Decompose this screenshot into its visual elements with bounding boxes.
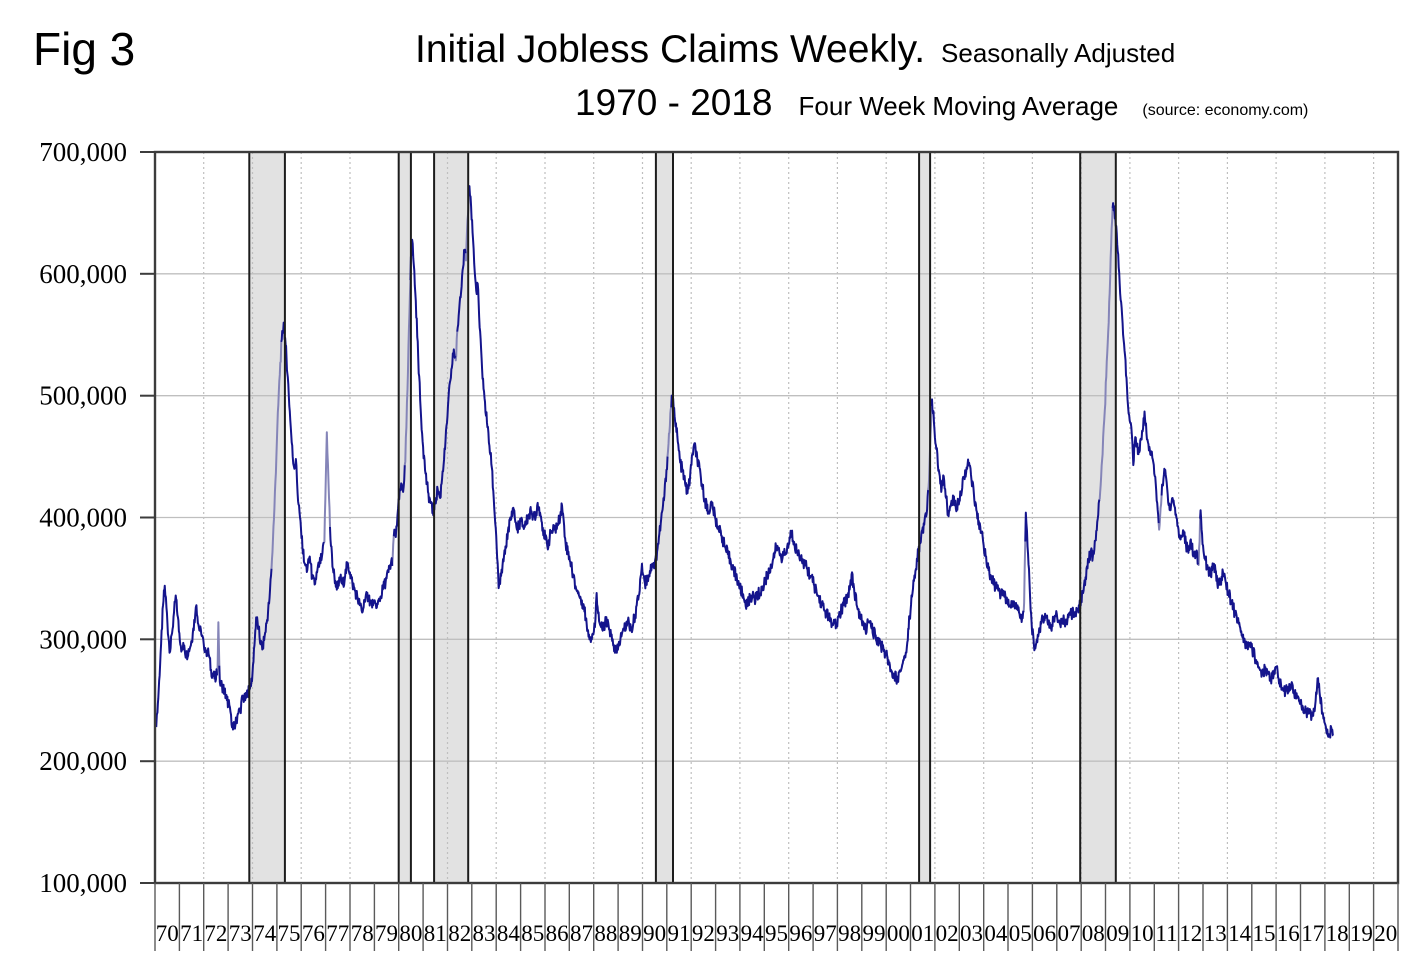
chart-source: (source: economy.com) <box>1142 102 1309 119</box>
chart-title-row: Initial Jobless Claims Weekly. Seasonall… <box>415 28 1175 72</box>
y-tick-label: 200,000 <box>39 746 127 776</box>
x-tick-label: 06 <box>1033 921 1056 946</box>
x-tick-label: 17 <box>1301 921 1324 946</box>
x-tick-label: 07 <box>1058 921 1081 946</box>
x-tick-label: 71 <box>180 921 203 946</box>
chart-subtitle-row: 1970 - 2018 Four Week Moving Average (so… <box>575 82 1308 124</box>
x-tick-label: 00 <box>887 921 910 946</box>
x-tick-label: 87 <box>570 921 593 946</box>
x-tick-label: 81 <box>424 921 447 946</box>
x-tick-label: 75 <box>278 921 301 946</box>
x-tick-label: 97 <box>814 921 837 946</box>
y-tick-label: 600,000 <box>39 259 127 289</box>
x-tick-label: 78 <box>351 921 374 946</box>
x-tick-label: 80 <box>399 921 422 946</box>
x-tick-label: 01 <box>911 921 934 946</box>
x-tick-label: 91 <box>668 921 691 946</box>
y-tick-label: 300,000 <box>39 624 127 654</box>
x-tick-label: 86 <box>546 921 569 946</box>
x-tick-label: 74 <box>253 921 277 946</box>
x-tick-label: 93 <box>716 921 739 946</box>
x-tick-label: 89 <box>619 921 642 946</box>
x-tick-label: 10 <box>1131 921 1154 946</box>
x-tick-label: 88 <box>594 921 617 946</box>
x-tick-label: 73 <box>229 921 252 946</box>
x-tick-label: 72 <box>204 921 227 946</box>
x-tick-label: 11 <box>1155 921 1177 946</box>
x-tick-label: 85 <box>521 921 544 946</box>
x-tick-label: 94 <box>741 921 765 946</box>
chart-title: Initial Jobless Claims Weekly. <box>415 28 926 71</box>
x-tick-label: 15 <box>1253 921 1276 946</box>
x-tick-label: 96 <box>789 921 812 946</box>
y-tick-label: 100,000 <box>39 868 127 898</box>
x-tick-label: 05 <box>1009 921 1032 946</box>
x-tick-label: 70 <box>156 921 179 946</box>
x-tick-label: 14 <box>1228 921 1252 946</box>
x-tick-label: 82 <box>448 921 471 946</box>
x-tick-label: 92 <box>692 921 715 946</box>
x-tick-label: 08 <box>1082 921 1105 946</box>
x-tick-label: 13 <box>1204 921 1227 946</box>
x-tick-label: 02 <box>936 921 959 946</box>
x-tick-label: 18 <box>1326 921 1349 946</box>
chart-title-qualifier: Seasonally Adjusted <box>941 38 1176 68</box>
x-tick-label: 20 <box>1374 921 1397 946</box>
y-tick-label: 700,000 <box>39 137 127 167</box>
y-tick-label: 400,000 <box>39 503 127 533</box>
x-tick-label: 90 <box>643 921 666 946</box>
chart-subtitle: Four Week Moving Average <box>798 91 1119 121</box>
figure-label: Fig 3 <box>33 23 136 75</box>
x-tick-label: 77 <box>326 921 349 946</box>
x-tick-label: 98 <box>838 921 861 946</box>
y-tick-label: 500,000 <box>39 381 127 411</box>
x-tick-label: 16 <box>1277 921 1300 946</box>
x-tick-label: 79 <box>375 921 398 946</box>
x-tick-label: 99 <box>863 921 886 946</box>
chart-date-range: 1970 - 2018 <box>575 82 773 123</box>
x-tick-label: 09 <box>1106 921 1129 946</box>
x-tick-label: 19 <box>1350 921 1373 946</box>
claims-line <box>155 185 1334 739</box>
x-tick-label: 04 <box>984 921 1008 946</box>
x-tick-label: 84 <box>497 921 521 946</box>
x-tick-label: 03 <box>960 921 983 946</box>
x-tick-label: 95 <box>765 921 788 946</box>
x-tick-label: 12 <box>1179 921 1202 946</box>
x-tick-label: 76 <box>302 921 325 946</box>
x-tick-label: 83 <box>473 921 496 946</box>
